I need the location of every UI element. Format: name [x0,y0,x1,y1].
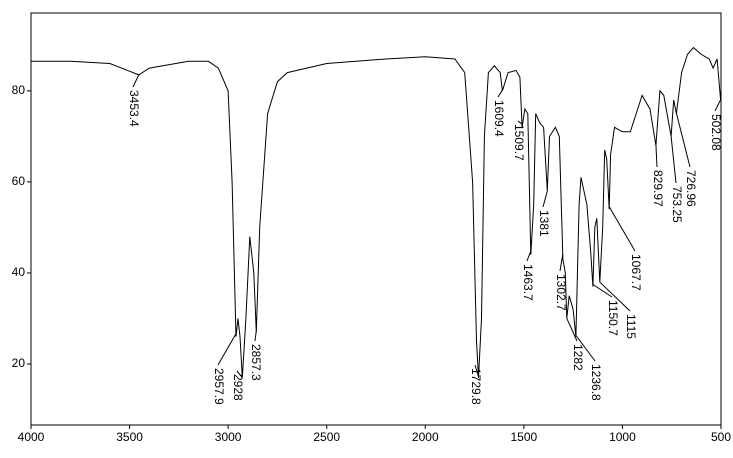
leader-line [526,250,532,262]
leader-line [575,334,596,362]
leader-line [236,370,243,378]
peak-label: 2957.9 [212,368,226,405]
peak-label: 502.08 [709,114,723,151]
leader-line [670,136,677,184]
leader-line [559,254,564,272]
y-tick-label: 40 [12,265,26,279]
x-tick-label: 2500 [313,430,340,444]
leader-line [599,281,631,312]
leader-line [592,283,613,298]
y-tick-label: 80 [12,83,26,97]
leader-line [566,318,578,342]
peak-label: 753.25 [670,186,684,223]
leader-line [132,74,140,88]
leader-line [675,112,691,168]
leader-line [474,364,480,378]
x-tick-label: 500 [711,430,731,444]
peak-label: 2928 [231,374,245,401]
x-tick-label: 1000 [609,430,636,444]
peak-label: 1236.8 [589,364,603,401]
peak-label: 3453.4 [127,90,141,127]
peak-label: 1729.8 [469,368,483,405]
peak-label: 1115 [624,314,638,339]
peak-label: 1302.7 [554,274,568,311]
spectrum-line [31,46,722,378]
peak-label: 1150.7 [606,300,620,336]
plot-frame [30,12,722,426]
peak-label: 1067.7 [629,254,643,291]
leader-line [714,99,722,112]
x-tick-label: 3500 [116,430,143,444]
leader-line [497,89,503,98]
y-tick-label: 60 [12,174,26,188]
leader-line [517,120,523,125]
peak-label: 1381 [537,210,551,237]
peak-label: 1282 [571,344,585,371]
leader-line [542,190,548,208]
peak-label: 1463.7 [521,264,535,301]
x-tick-label: 2000 [412,430,439,444]
y-tick-label: 20 [12,356,26,370]
x-tick-label: 1500 [511,430,538,444]
peak-label: 829.97 [651,170,665,207]
leader-line [608,206,636,252]
peak-label: 1609.4 [492,100,506,137]
leader-line [254,330,257,342]
peak-label: 726.96 [684,170,698,207]
leader-line [655,145,658,168]
peak-label: 2857.3 [249,344,263,381]
leader-line [217,332,237,366]
x-tick-label: 3000 [215,430,242,444]
x-tick-label: 4000 [18,430,45,444]
peak-label: 1509.7 [512,124,526,161]
